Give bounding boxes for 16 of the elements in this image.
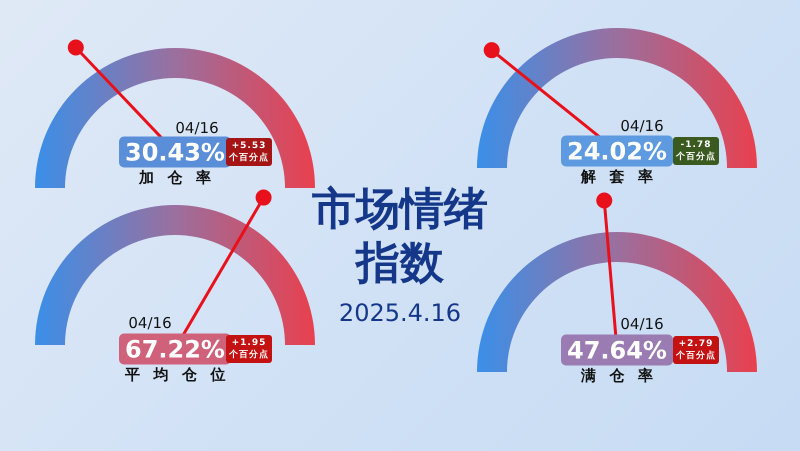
text: 平均仓位	[124, 366, 239, 384]
text: 2025.4.16	[338, 299, 462, 327]
text: 04/16	[175, 119, 219, 137]
text: 市场情绪指数	[312, 184, 488, 288]
data-label: 47.64%	[561, 334, 673, 366]
data-label: 24.02%	[561, 136, 673, 166]
text: -1.78 个百分点	[673, 137, 719, 165]
text: 解套率	[580, 168, 666, 186]
text: 04/16	[128, 314, 172, 332]
text: +5.53 个百分点	[226, 138, 272, 166]
text: +1.95 个百分点	[226, 335, 272, 363]
text: 加仓率	[138, 168, 224, 188]
text: 满仓率	[580, 366, 666, 386]
text: 04/16	[620, 315, 664, 333]
text: 04/16	[620, 117, 664, 135]
text: +2.79 个百分点	[673, 336, 719, 364]
